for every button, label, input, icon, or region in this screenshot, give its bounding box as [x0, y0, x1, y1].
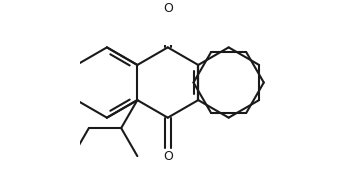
Text: O: O: [163, 2, 173, 15]
Text: O: O: [163, 150, 173, 163]
